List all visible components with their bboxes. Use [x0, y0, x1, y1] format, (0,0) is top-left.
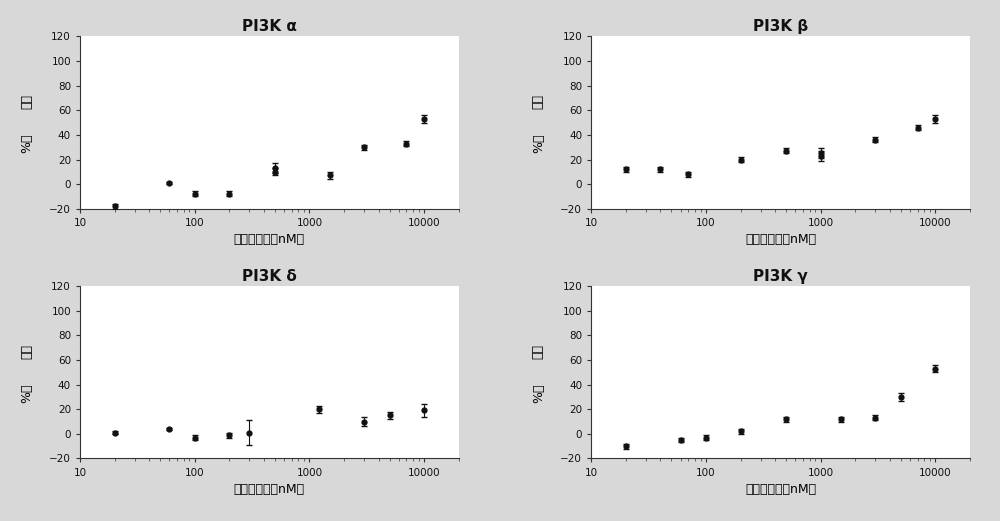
X-axis label: 化合物浓度（nM）: 化合物浓度（nM） — [234, 483, 305, 496]
Text: 抑制: 抑制 — [532, 94, 545, 109]
Title: PI3K γ: PI3K γ — [753, 269, 808, 283]
Text: 抑制: 抑制 — [532, 344, 545, 359]
X-axis label: 化合物浓度（nM）: 化合物浓度（nM） — [745, 483, 816, 496]
Text: %率: %率 — [20, 383, 33, 403]
Text: %率: %率 — [532, 383, 545, 403]
Text: 抑制: 抑制 — [20, 94, 33, 109]
Text: %率: %率 — [532, 133, 545, 153]
Text: %率: %率 — [20, 133, 33, 153]
Title: PI3K δ: PI3K δ — [242, 269, 297, 283]
Text: 抑制: 抑制 — [20, 344, 33, 359]
Title: PI3K α: PI3K α — [242, 19, 297, 34]
X-axis label: 化合物浓度（nM）: 化合物浓度（nM） — [745, 233, 816, 246]
Title: PI3K β: PI3K β — [753, 19, 808, 34]
X-axis label: 化合物浓度（nM）: 化合物浓度（nM） — [234, 233, 305, 246]
